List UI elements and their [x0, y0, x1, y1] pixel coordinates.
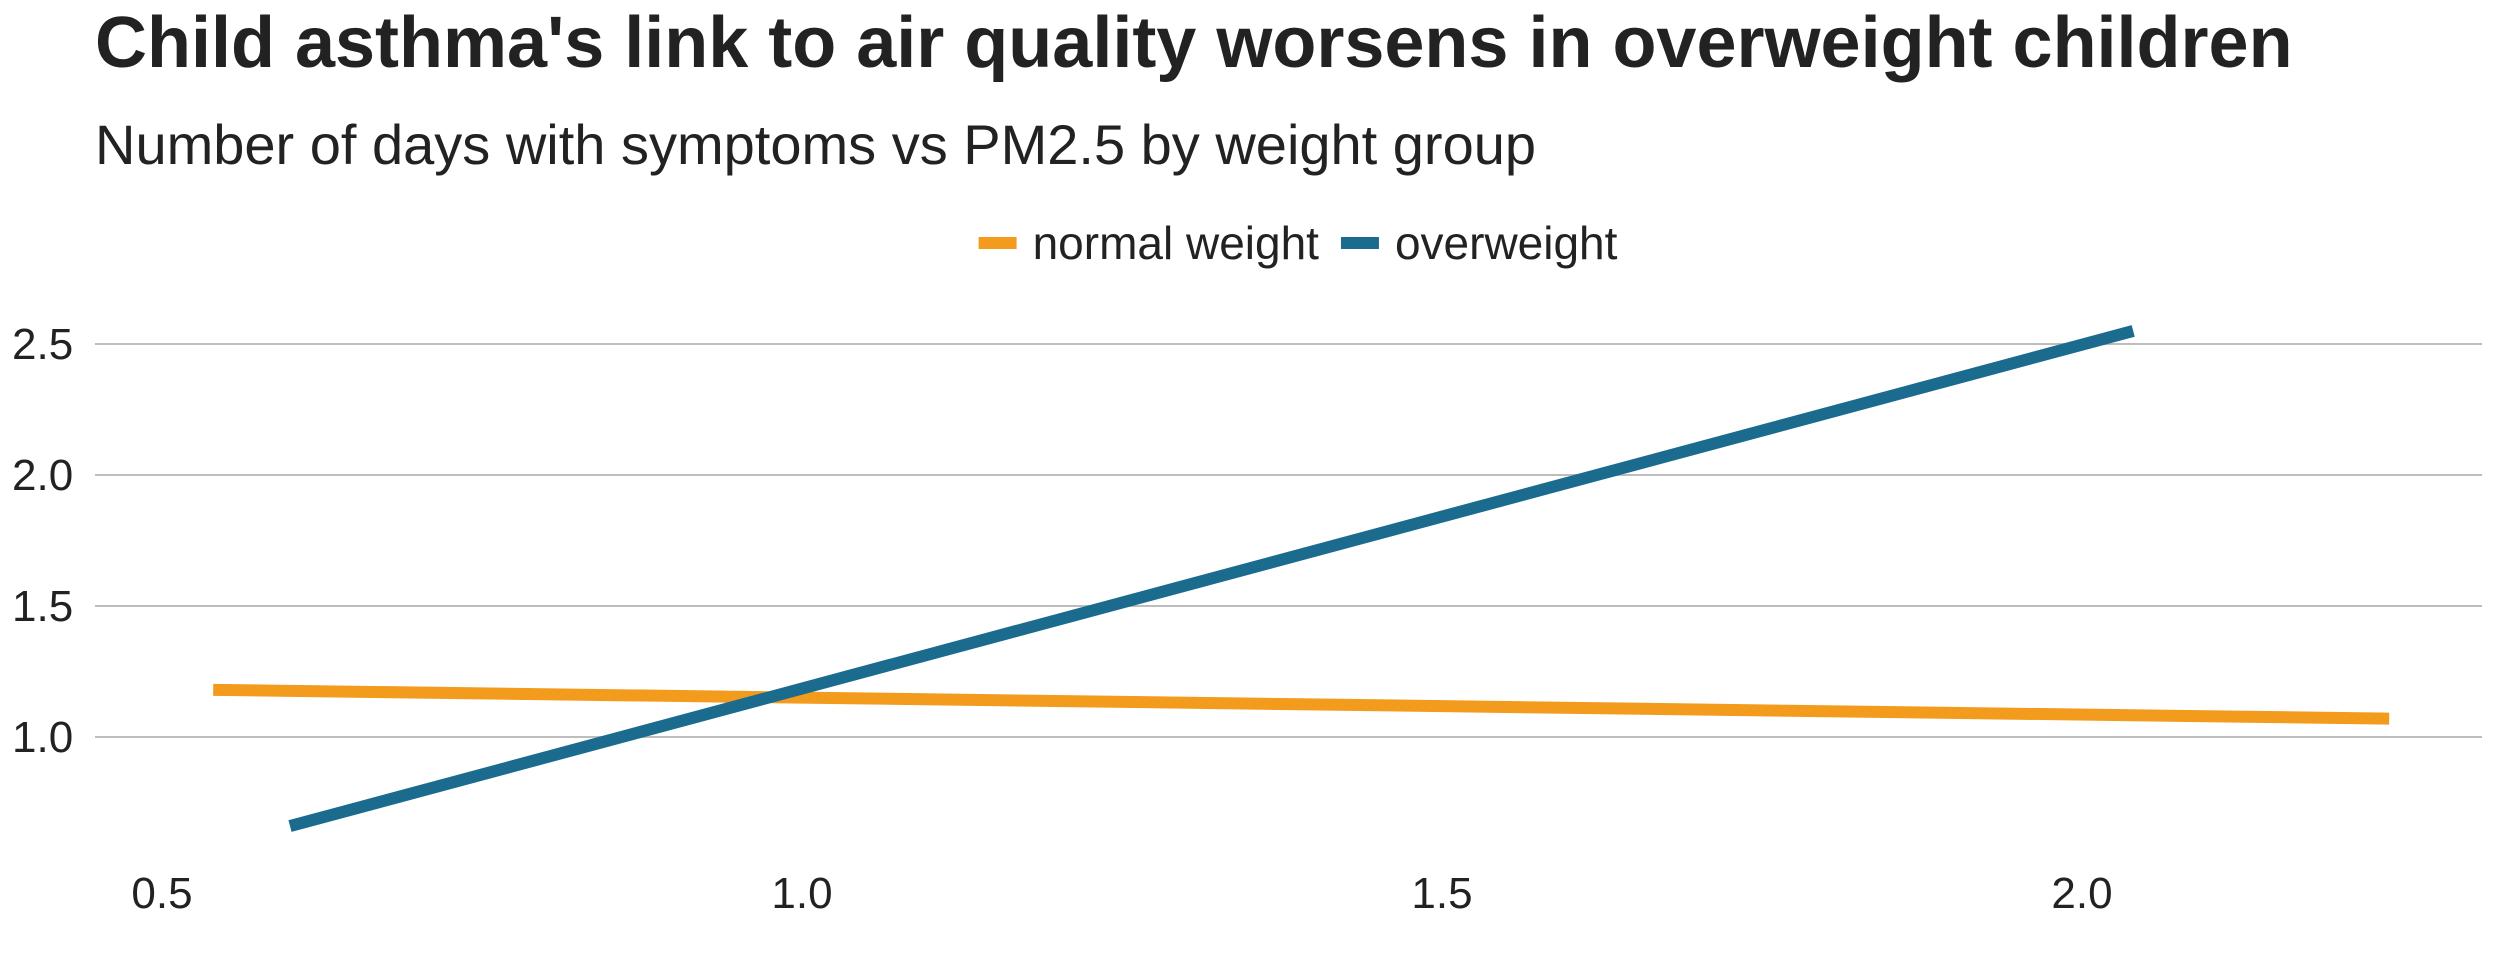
legend-label: overweight [1395, 217, 1618, 269]
chart-title: Child asthma's link to air quality worse… [95, 3, 2293, 83]
series-line-normal-weight [213, 683, 2390, 725]
legend-label: normal weight [1033, 217, 1320, 269]
series-line-overweight [288, 325, 2135, 832]
y-tick-label: 1.0 [12, 713, 73, 762]
y-tick-label: 1.5 [12, 582, 73, 631]
x-tick-label: 1.5 [1411, 869, 1472, 918]
y-tick-label: 2.0 [12, 451, 73, 500]
chart-subtitle: Number of days with symptoms vs PM2.5 by… [95, 113, 1537, 176]
y-tick-label: 2.5 [12, 320, 73, 369]
x-tick-label: 1.0 [771, 869, 832, 918]
legend-swatch [1340, 237, 1379, 249]
legend-swatch [978, 237, 1017, 249]
x-tick-label: 0.5 [131, 869, 192, 918]
x-tick-label: 2.0 [2051, 869, 2112, 918]
